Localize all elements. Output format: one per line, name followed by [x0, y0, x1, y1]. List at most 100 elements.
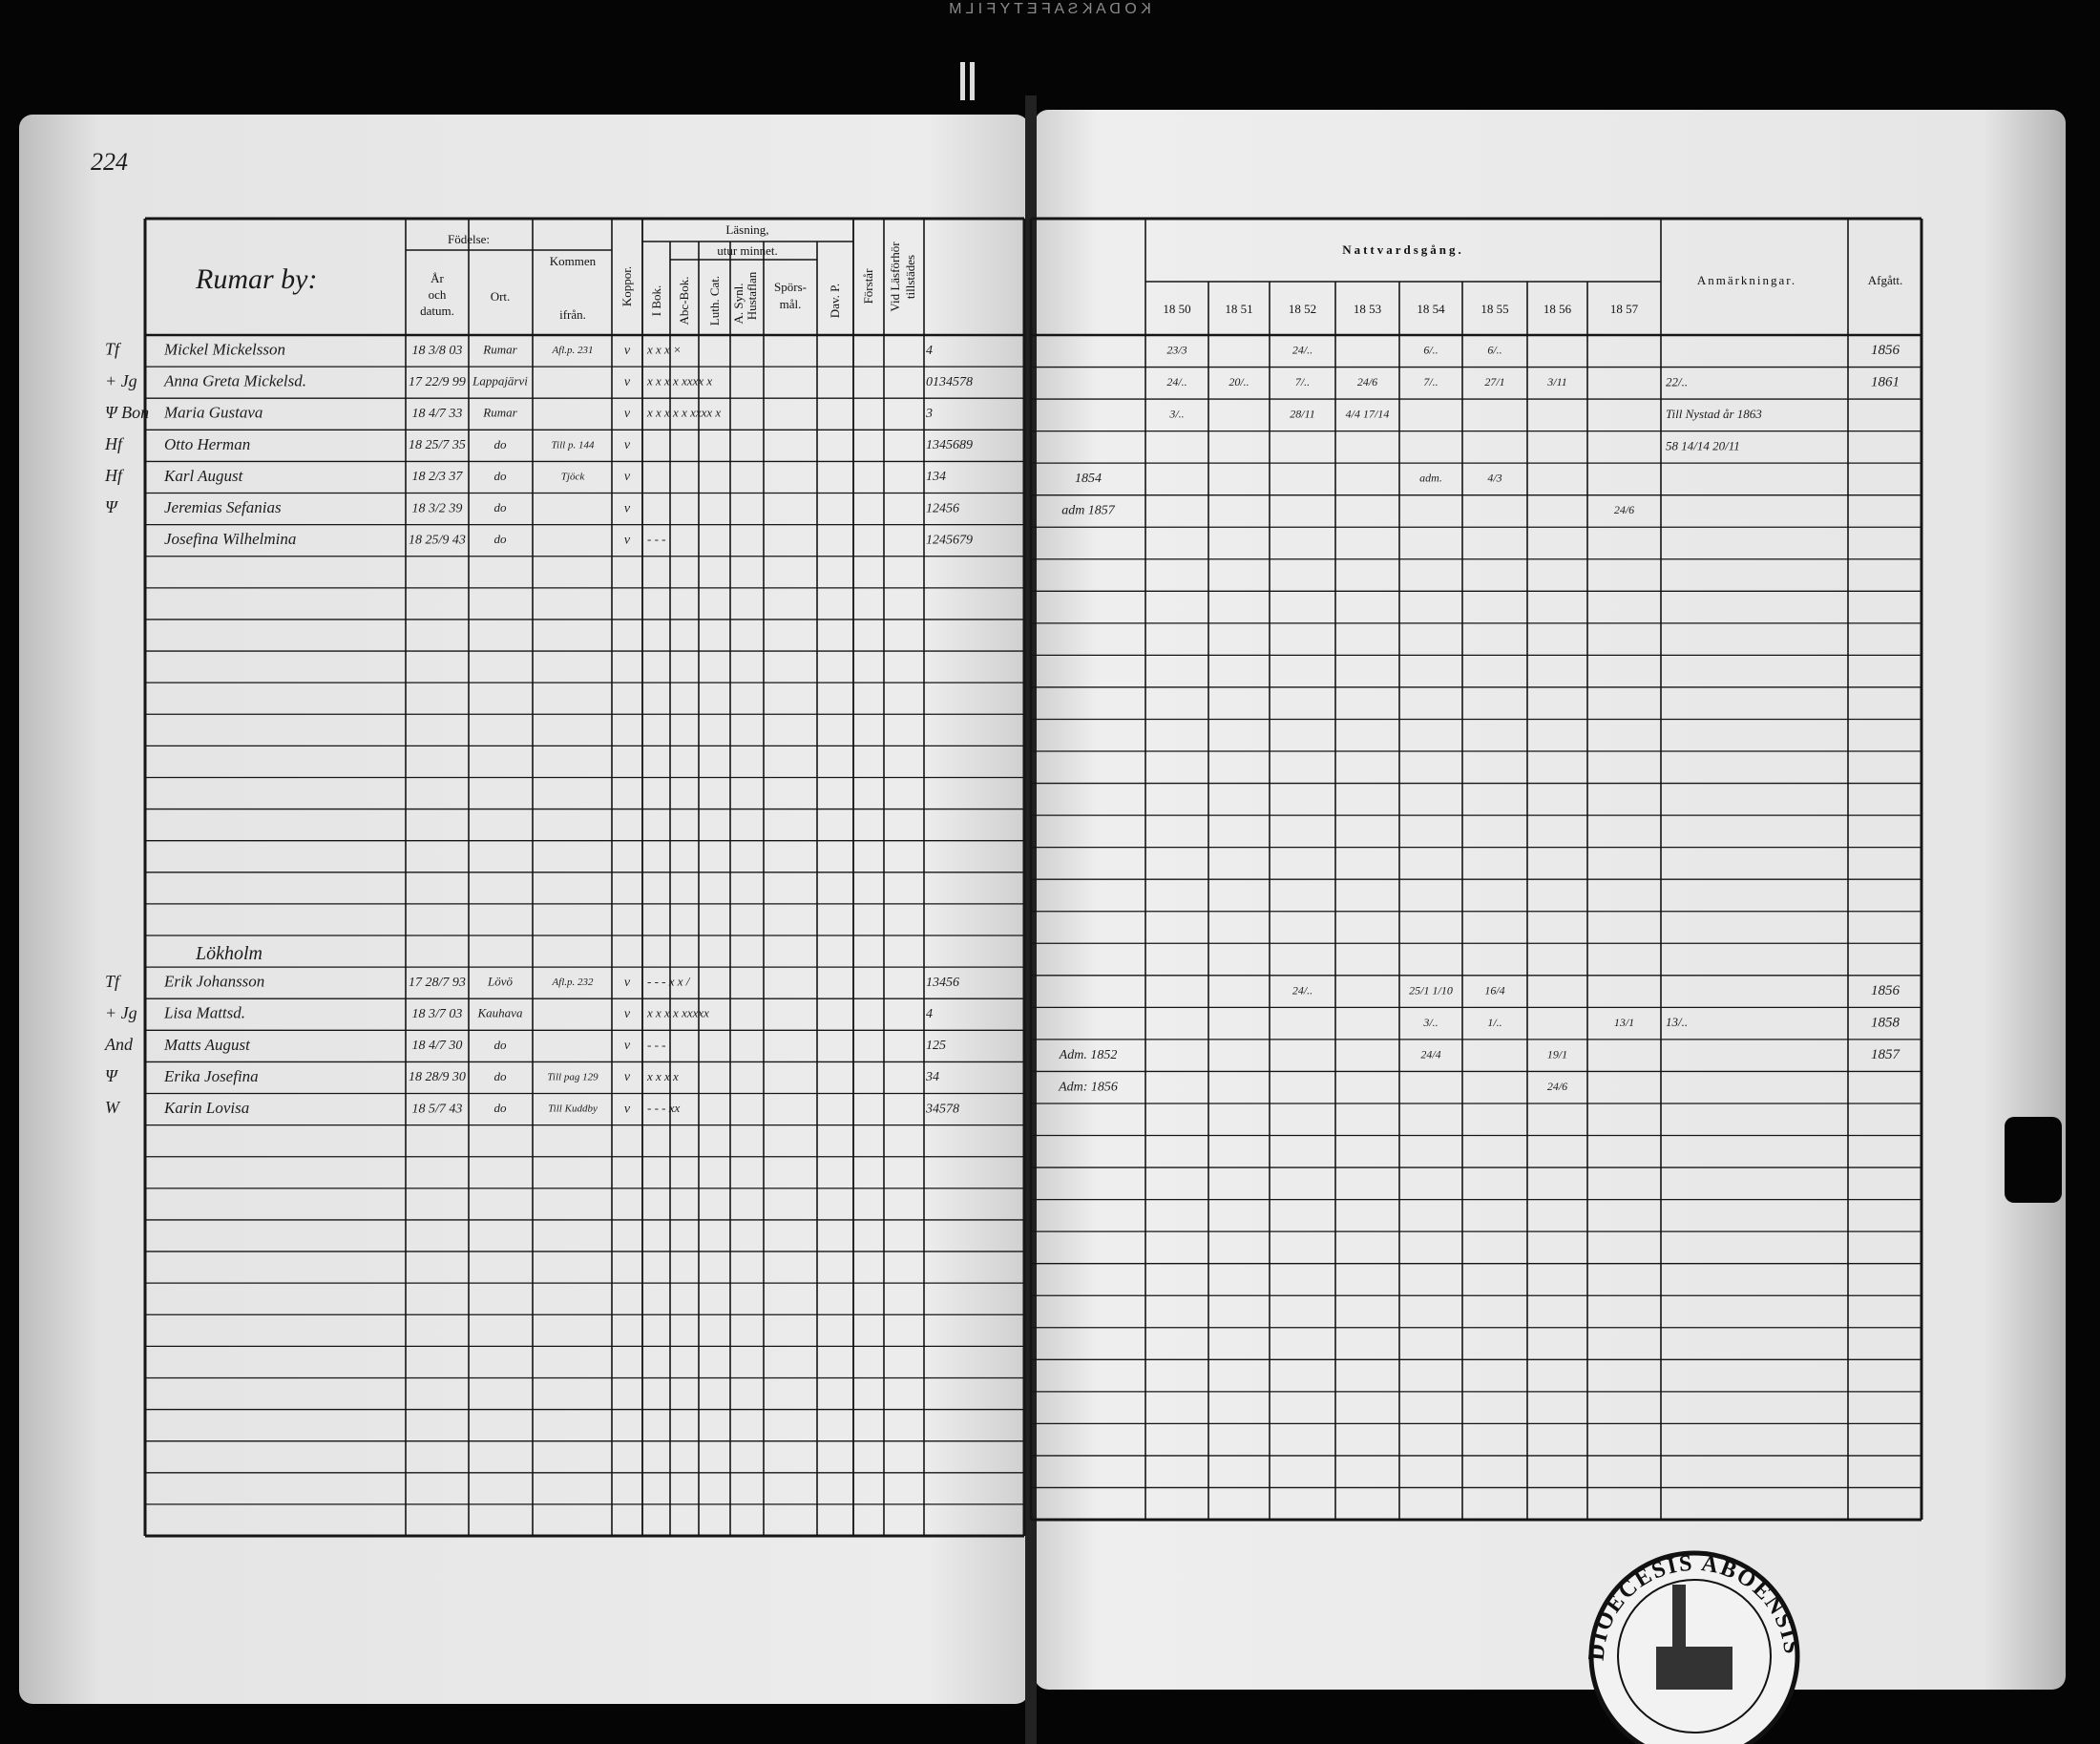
- examination: 34578: [925, 1102, 959, 1116]
- communion-date: 6/..: [1423, 344, 1438, 357]
- communion-date: 28/11: [1290, 408, 1314, 421]
- header-reading: Läsning,: [725, 222, 768, 237]
- header-birth-date: År: [430, 271, 444, 285]
- row-mark: Hf: [104, 434, 125, 453]
- communion-date: 3/..: [1422, 1016, 1438, 1029]
- header-birth-place: Ort.: [491, 289, 511, 304]
- came-from: Till p. 144: [552, 439, 595, 451]
- header-remarks: Anmärkningar.: [1697, 273, 1796, 287]
- departed-year: 1857: [1871, 1047, 1901, 1062]
- header-examination: tillstädes: [903, 255, 917, 299]
- header-questions: Spörs-: [774, 280, 807, 294]
- admitted: Adm: 1856: [1058, 1080, 1118, 1094]
- person-name: Jeremias Sefanias: [164, 498, 282, 516]
- header-hustaflan: Hustaflan: [745, 271, 759, 320]
- birth-place: Rumar: [482, 343, 517, 357]
- communion-date: 4/3: [1487, 472, 1502, 485]
- examination: 1345689: [926, 438, 973, 452]
- smallpox: v: [624, 1039, 631, 1053]
- examination: 4: [926, 344, 933, 358]
- birth-date: 18 25/7 35: [409, 438, 466, 452]
- person-name: Matts August: [163, 1036, 251, 1054]
- examination: 3: [925, 407, 933, 421]
- communion-date: 23/3: [1166, 344, 1186, 357]
- table-grid: [143, 217, 1923, 1538]
- row-mark: Hf: [104, 466, 125, 485]
- came-from: Tjöck: [561, 472, 586, 483]
- communion-date: 27/1: [1484, 375, 1504, 389]
- film-perforation: [970, 62, 975, 100]
- reading-marks: - - - x x /: [647, 975, 691, 989]
- came-from: Till pag 129: [547, 1072, 598, 1083]
- departed-year: 1856: [1871, 343, 1900, 358]
- header-year: 18 55: [1480, 302, 1508, 316]
- header-birth: Födelse:: [448, 232, 490, 246]
- birth-date: 18 5/7 43: [412, 1102, 463, 1116]
- admitted: Adm. 1852: [1059, 1048, 1118, 1062]
- communion-date: 13/1: [1614, 1016, 1634, 1029]
- reading-marks: x x x x xxxxx: [646, 1006, 709, 1020]
- header-examination: Vid Läsförhör: [888, 242, 902, 312]
- admitted: adm 1857: [1061, 504, 1116, 518]
- examination: 134: [926, 470, 946, 484]
- section-title: Rumar by:: [195, 263, 317, 295]
- smallpox: v: [624, 976, 631, 990]
- departed-year: 1856: [1871, 983, 1900, 998]
- header-year: 18 52: [1289, 302, 1316, 316]
- reading-marks: x x x x xxxx x: [646, 374, 712, 389]
- communion-date: 7/..: [1423, 375, 1438, 389]
- came-from: Afl.p. 232: [551, 977, 594, 988]
- header-questions: mål.: [780, 297, 802, 311]
- person-name: Erik Johansson: [163, 973, 264, 991]
- birth-place: Lappajärvi: [472, 374, 528, 389]
- remark: 13/..: [1666, 1015, 1688, 1029]
- birth-place: Rumar: [482, 406, 517, 420]
- communion-date: 20/..: [1228, 375, 1249, 389]
- smallpox: v: [624, 375, 631, 389]
- communion-date: 19/1: [1547, 1047, 1567, 1061]
- header-came-from: ifrån.: [559, 307, 586, 322]
- birth-date: 18 25/9 43: [409, 533, 466, 547]
- remark: 22/..: [1666, 374, 1688, 389]
- birth-place: do: [494, 1069, 508, 1083]
- birth-date: 18 4/7 30: [412, 1039, 463, 1053]
- header-smallpox: Koppor.: [620, 266, 634, 306]
- row-mark: Ψ Bon: [105, 403, 149, 422]
- page-number: 224: [91, 148, 128, 176]
- reading-marks: - - -: [647, 532, 666, 546]
- birth-date: 18 3/2 39: [412, 501, 463, 515]
- remark: Till Nystad år 1863: [1666, 407, 1762, 421]
- header-year: 18 50: [1163, 302, 1190, 316]
- smallpox: v: [624, 438, 631, 452]
- birth-date: 17 28/7 93: [409, 976, 466, 990]
- communion-date: 24/6: [1357, 375, 1377, 389]
- communion-date: adm.: [1419, 472, 1442, 485]
- departed-year: 1861: [1871, 375, 1900, 390]
- smallpox: v: [624, 1007, 631, 1021]
- departed-year: 1858: [1871, 1016, 1900, 1031]
- birth-place: do: [494, 532, 508, 546]
- row-mark: Ψ: [105, 1066, 119, 1085]
- reading-marks: x x x x: [646, 1069, 679, 1083]
- communion-date: 1/..: [1487, 1016, 1502, 1029]
- header-catechism: Luth. Cat.: [707, 276, 722, 326]
- header-by-heart: utur minnet.: [717, 243, 778, 258]
- birth-place: Kauhava: [477, 1006, 523, 1020]
- row-mark: W: [105, 1098, 121, 1117]
- smallpox: v: [624, 533, 631, 547]
- person-name: Erika Josefina: [163, 1067, 259, 1085]
- examination: 13456: [926, 976, 959, 990]
- smallpox: v: [624, 1070, 631, 1084]
- clip-shadow: [2005, 1117, 2062, 1203]
- came-from: Till Kuddby: [548, 1103, 598, 1115]
- header-book: I Bok.: [649, 285, 663, 317]
- communion-date: 24/..: [1292, 344, 1312, 357]
- header-synl: A. Synl.: [731, 284, 746, 325]
- birth-date: 17 22/9 99: [409, 375, 466, 389]
- header-understands: Förstår: [861, 268, 875, 305]
- communion-date: 6/..: [1487, 344, 1502, 357]
- birth-date: 18 3/8 03: [412, 344, 463, 358]
- person-name: Otto Herman: [164, 435, 250, 453]
- stamp-inner-ring: [1617, 1579, 1772, 1733]
